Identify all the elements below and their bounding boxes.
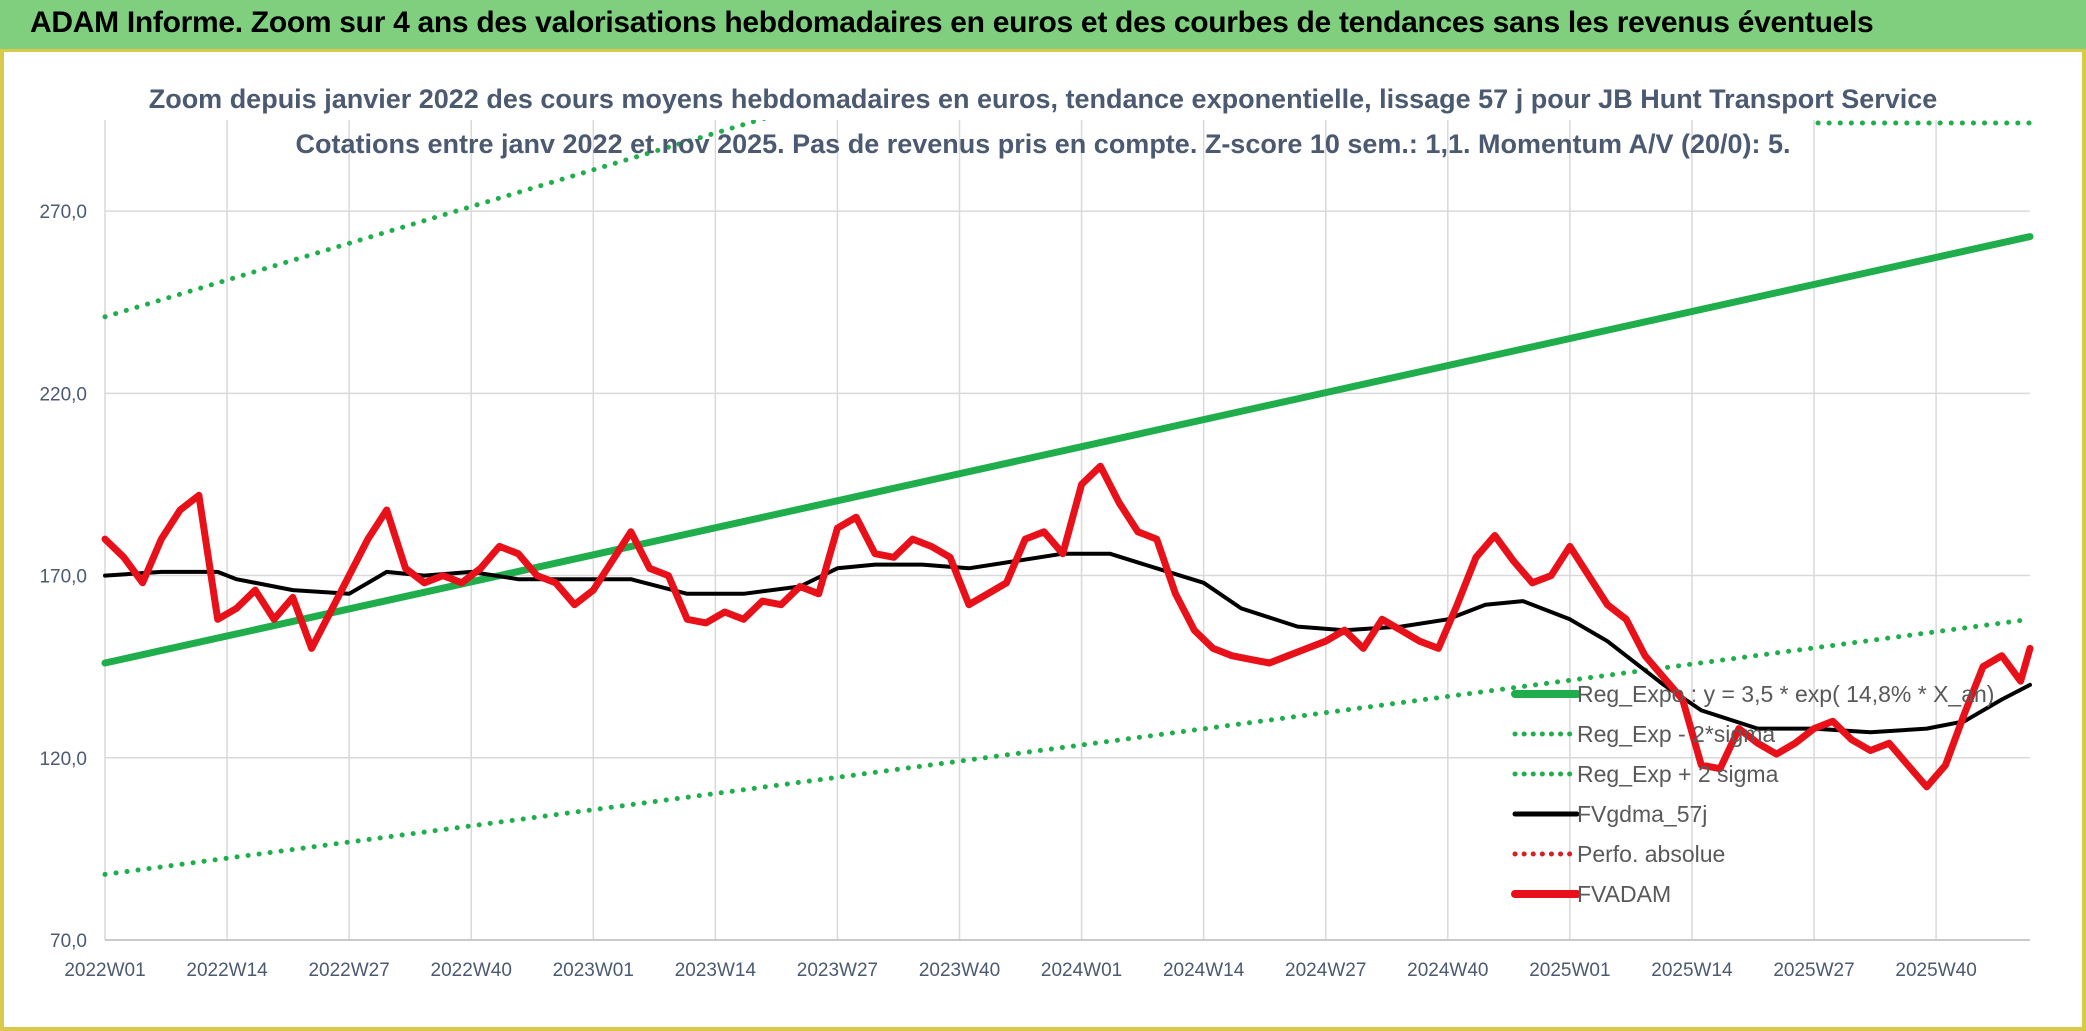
x-tick-label: 2024W14 [1163, 960, 1245, 981]
x-tick-label: 2023W14 [675, 960, 757, 981]
x-tick-label: 2023W01 [553, 960, 634, 981]
chart-subtitle-line: Cotations entre janv 2022 et nov 2025. P… [295, 129, 1790, 159]
report-title: ADAM Informe. Zoom sur 4 ans des valoris… [30, 6, 1874, 39]
y-tick-label: 170,0 [39, 567, 87, 588]
y-tick-label: 220,0 [39, 384, 87, 405]
chart-frame [0, 52, 2086, 1031]
x-tick-label: 2022W27 [308, 960, 389, 981]
header-banner: ADAM Informe. Zoom sur 4 ans des valoris… [0, 0, 2086, 52]
x-tick-label: 2025W01 [1529, 960, 1610, 981]
legend-label-fvadam: FVADAM [1577, 881, 1671, 907]
series-line-fvadam [101, 462, 2034, 791]
x-tick-label: 2025W27 [1773, 960, 1854, 981]
x-tick-label: 2023W27 [797, 960, 878, 981]
series-line-reg_exp [101, 233, 2034, 667]
legend-label-reg_exp_minus: Reg_Exp - 2*sigma [1577, 721, 1775, 747]
x-tick-label: 2024W01 [1041, 960, 1122, 981]
chart-subtitle-line: Zoom depuis janvier 2022 des cours moyen… [149, 84, 1938, 114]
legend-label-perfo: Perfo. absolue [1577, 841, 1725, 867]
x-tick-label: 2024W40 [1407, 960, 1488, 981]
y-tick-label: 70,0 [50, 931, 87, 952]
x-tick-label: 2022W01 [64, 960, 145, 981]
y-tick-label: 120,0 [39, 749, 87, 770]
x-tick-label: 2022W14 [186, 960, 268, 981]
x-tick-label: 2025W40 [1895, 960, 1976, 981]
legend-label-reg_exp: Reg_Expo : y = 3,5 * exp( 14,8% * X_an) [1577, 681, 1994, 707]
x-tick-label: 2024W27 [1285, 960, 1366, 981]
x-tick-label: 2022W40 [431, 960, 512, 981]
y-tick-label: 270,0 [39, 202, 87, 223]
series-line-reg_exp_plus [102, 120, 768, 320]
legend-label-reg_exp_plus: Reg_Exp + 2 sigma [1577, 761, 1779, 787]
series-line-reg_exp_minus [102, 616, 2033, 877]
x-tick-label: 2025W14 [1651, 960, 1733, 981]
x-tick-label: 2023W40 [919, 960, 1000, 981]
legend-label-fvgdma: FVgdma_57j [1577, 801, 1707, 827]
